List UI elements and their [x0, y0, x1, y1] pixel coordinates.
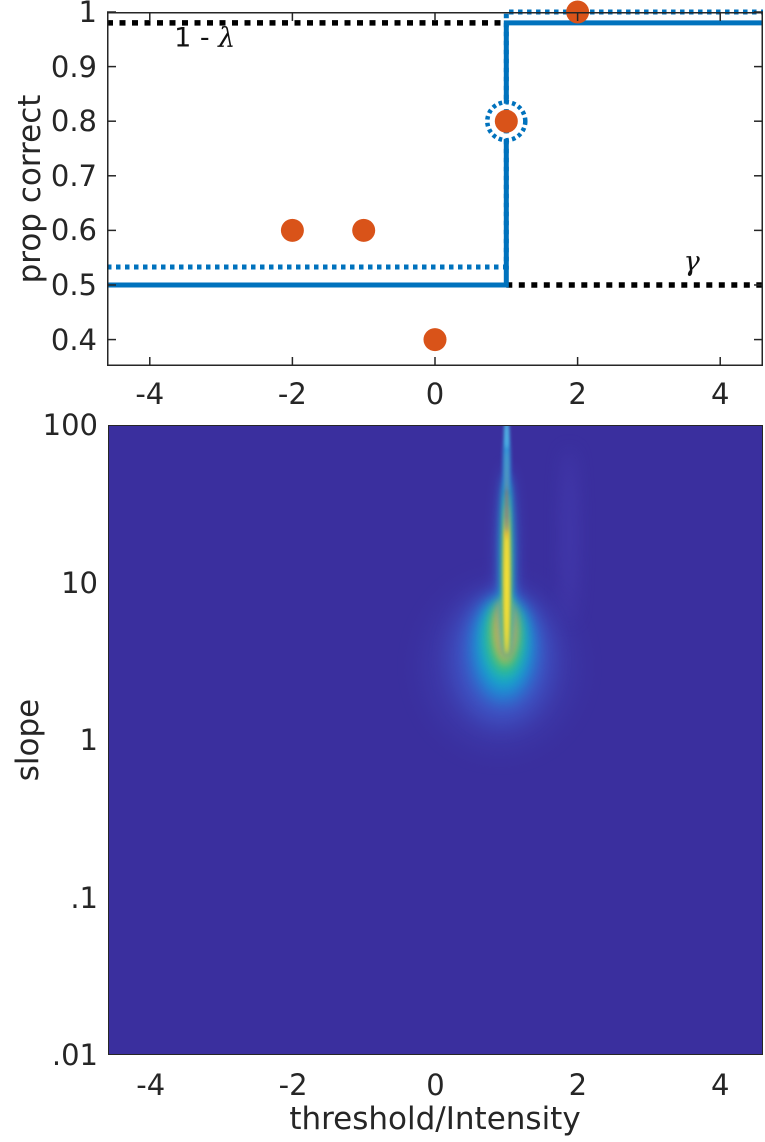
- x-tick-label: -4: [135, 377, 165, 411]
- y-tick-label: .1: [70, 880, 98, 915]
- y-tick-label: 10: [61, 565, 98, 600]
- top-plot-axis-box: [107, 12, 763, 366]
- circled-data-point: [494, 109, 518, 133]
- y-tick-label: .01: [51, 1038, 98, 1072]
- y-tick-label: 1: [79, 723, 98, 757]
- annotation-gamma: γ: [683, 246, 700, 278]
- y-tick-label: 0.7: [50, 158, 97, 193]
- x-tick-label: 0: [425, 377, 445, 411]
- fitted-step-line: [107, 20, 763, 288]
- y-tick-label: 0.6: [50, 213, 97, 248]
- heatmap-background: [108, 425, 763, 1055]
- flame-blob: [504, 517, 509, 654]
- y-tick-label: 0.5: [50, 267, 97, 302]
- flame-blob: [562, 448, 576, 622]
- data-point: [280, 218, 304, 242]
- xlabel-threshold-intensity: threshold/Intensity: [289, 1101, 581, 1137]
- flame-blob: [504, 425, 509, 449]
- posterior-heatmap: [108, 425, 763, 1055]
- heatmap-axis-box: [108, 425, 763, 1055]
- y-tick-label: 100: [42, 408, 98, 442]
- highlight-ring: [485, 99, 528, 143]
- x-tick-label: 4: [710, 377, 730, 411]
- psychometric-plot: [107, 0, 763, 366]
- x-tick-label: 2: [568, 1068, 588, 1102]
- x-tick-label: 4: [711, 1068, 730, 1102]
- data-point: [352, 218, 376, 242]
- highlight-ring-gap: [488, 103, 525, 139]
- x-tick-label: -2: [277, 377, 307, 411]
- x-tick-label: -2: [278, 1068, 308, 1102]
- annotation-lambda: 1 - λ: [174, 22, 236, 54]
- y-tick-label: 0.4: [50, 322, 97, 357]
- x-tick-label: 2: [568, 377, 587, 411]
- x-tick-label: -4: [136, 1068, 166, 1102]
- posterior-density-blobs: [424, 425, 576, 748]
- x-tick-label: 0: [426, 1068, 445, 1102]
- data-point: [423, 328, 447, 352]
- estimate-step-line: [107, 9, 763, 270]
- y-tick-label: 0.8: [50, 104, 97, 139]
- y-tick-label: 0.9: [50, 49, 97, 84]
- y-tick-label: 1: [78, 0, 97, 29]
